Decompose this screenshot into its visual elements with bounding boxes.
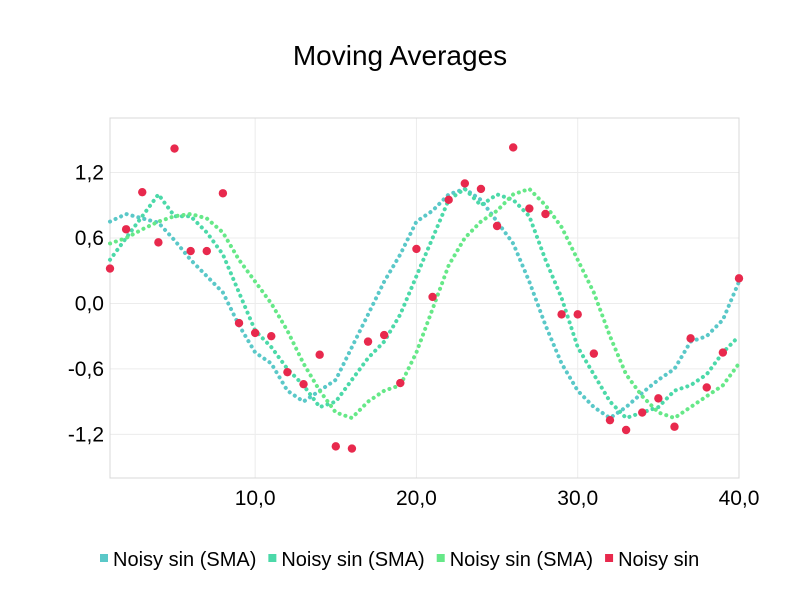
data-point [460,179,470,188]
plot-area-frame [109,117,740,479]
data-point [492,221,502,231]
legend-item-3[interactable]: Noisy sin (SMA) [436,549,593,571]
x-tick-label: 10,0 [235,487,276,510]
data-point [347,444,357,453]
series-1 [108,186,741,420]
data-point [428,292,437,302]
data-point [299,379,308,389]
data-point [654,394,663,403]
legend-swatch [605,554,614,562]
data-point [234,318,244,328]
legend-label: Noisy sin (SMA) [281,549,424,571]
legend-swatch [100,554,108,562]
legend-label: Noisy sin (SMA) [113,549,256,571]
legend[interactable]: Noisy sin (SMA) Noisy sin (SMA) Noisy sin … [100,549,699,571]
data-point [331,442,340,451]
legend-item-4[interactable]: Noisy sin [605,549,699,571]
data-point [379,330,389,340]
legend-swatch [436,554,445,562]
data-point [267,331,276,341]
data-point [686,334,695,343]
data-point [509,143,518,152]
data-point [476,184,486,194]
y-axis-ticks: 1,2 0,6 0,0 -0,6 -1,2 [68,162,104,447]
y-tick-label: 1,2 [75,162,104,185]
data-point [218,189,228,198]
data-point [315,350,324,359]
legend-swatch [268,554,277,562]
data-point [202,246,211,256]
data-point [573,310,582,319]
data-point [734,274,744,283]
legend-item-1[interactable]: Noisy sin (SMA) [100,549,256,571]
data-point [589,349,599,358]
chart-title: Moving Averages [292,40,508,71]
series-3 [108,186,741,420]
data-point [621,425,631,435]
data-point [154,238,163,247]
data-point [525,204,534,213]
data-point [670,422,679,431]
series-4 [105,143,744,453]
y-tick-label: -1,2 [68,423,104,446]
data-point [557,310,566,319]
data-point [718,348,728,357]
series-line [108,186,741,420]
data-point [605,415,615,425]
data-point [250,328,260,338]
data-point [638,408,647,417]
data-point [121,225,131,234]
data-point [138,187,147,197]
x-tick-label: 30,0 [557,487,598,510]
data-point [186,246,195,256]
legend-label: Noisy sin (SMA) [450,549,593,571]
x-tick-label: 20,0 [396,487,437,510]
data-point [283,367,292,377]
series-line [108,186,741,420]
data-point [541,209,550,219]
series-2 [108,186,741,420]
data-point [105,264,115,273]
data-point [412,244,421,254]
legend-label: Noisy sin [618,549,699,571]
series-group [105,143,744,453]
y-tick-label: 0,6 [75,227,104,250]
grid-lines [110,118,740,478]
data-point [702,383,711,392]
legend-item-2[interactable]: Noisy sin (SMA) [268,549,425,571]
y-tick-label: 0,0 [75,292,104,315]
data-point [396,378,405,388]
data-point [170,144,179,153]
data-point [444,195,453,205]
series-line [108,186,741,420]
x-tick-label: 40,0 [719,487,760,510]
x-axis-ticks: 10,0 20,0 30,0 40,0 [235,487,760,510]
y-tick-label: -0,6 [68,358,104,381]
data-point [363,337,373,346]
